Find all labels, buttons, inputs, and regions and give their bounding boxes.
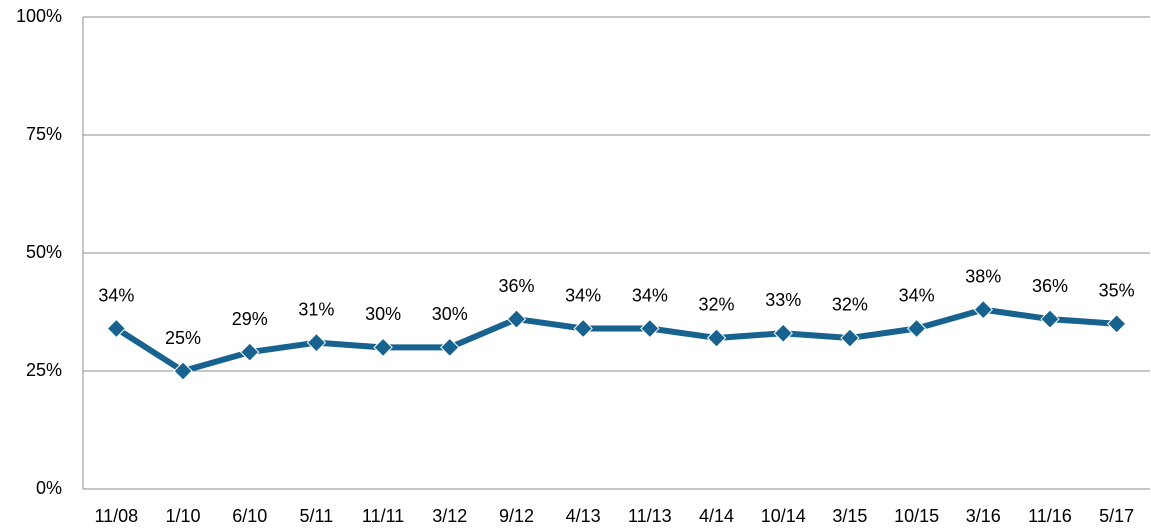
marker (840, 328, 860, 348)
marker (106, 318, 127, 339)
data-label: 29% (232, 309, 268, 329)
data-label: 34% (899, 285, 935, 305)
marker (306, 332, 327, 353)
line (114, 306, 1117, 374)
marker (573, 318, 593, 339)
marker (640, 318, 660, 339)
data-label: 33% (765, 290, 801, 310)
x-tick-label: 11/11 (362, 506, 404, 526)
x-tick-label: 9/12 (499, 506, 534, 526)
x-tick-label: 4/13 (566, 506, 601, 526)
x-tick-label: 4/14 (699, 506, 734, 526)
y-tick-label: 100% (16, 6, 62, 26)
y-tick-label: 50% (26, 242, 62, 262)
x-tick-label: 3/16 (966, 506, 1001, 526)
x-tick-label: 11/08 (94, 506, 138, 526)
x-tick-label: 11/16 (1028, 506, 1072, 526)
data-label: 25% (165, 328, 201, 348)
data-label: 32% (832, 295, 868, 315)
marker (706, 328, 727, 348)
data-label: 38% (965, 266, 1001, 286)
data-label: 36% (498, 276, 534, 296)
x-tick-label: 10/14 (761, 506, 806, 526)
data-label: 35% (1099, 281, 1135, 301)
y-tick-label: 0% (36, 478, 62, 498)
marker (440, 337, 460, 358)
marker (173, 361, 193, 381)
x-tick-label: 5/11 (300, 506, 334, 526)
marker (773, 323, 793, 343)
y-tick-label: 75% (26, 124, 62, 144)
data-label: 31% (298, 299, 334, 319)
x-tick-label: 6/10 (232, 506, 267, 526)
x-tick-label: 10/15 (894, 506, 939, 526)
marker (1106, 314, 1127, 334)
marker (373, 337, 393, 358)
marker (906, 318, 927, 339)
data-label: 30% (365, 304, 401, 324)
data-label: 32% (699, 295, 735, 315)
data-label: 36% (1032, 276, 1068, 296)
y-tick-label: 25% (26, 360, 62, 380)
x-tick-label: 1/10 (166, 506, 201, 526)
x-tick-label: 3/15 (832, 506, 867, 526)
marker (973, 299, 993, 320)
data-label: 34% (98, 285, 134, 305)
data-label: 30% (432, 304, 468, 324)
x-tick-label: 5/17 (1099, 506, 1134, 526)
marker (240, 342, 260, 362)
marker (506, 309, 527, 329)
data-label: 34% (565, 285, 601, 305)
x-tick-label: 3/12 (432, 506, 467, 526)
marker (1040, 309, 1060, 329)
x-tick-label: 11/13 (628, 506, 672, 526)
data-label: 34% (632, 285, 668, 305)
